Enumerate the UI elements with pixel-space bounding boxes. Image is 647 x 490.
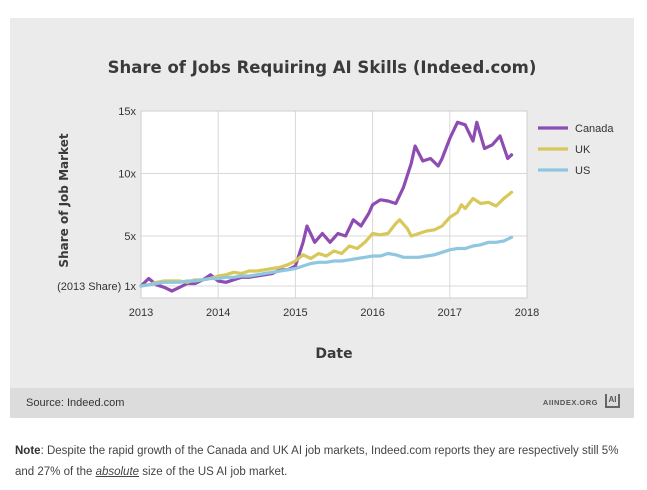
brand-logo-icon: AI — [605, 394, 620, 408]
brand-text[interactable]: AIINDEX.ORG — [542, 398, 598, 407]
chart-card: Share of Jobs Requiring AI Skills (Indee… — [10, 18, 634, 418]
x-tick-label: 2018 — [515, 307, 539, 319]
chart-title: Share of Jobs Requiring AI Skills (Indee… — [107, 58, 537, 77]
note-label: Note — [15, 445, 41, 457]
y-tick-label: 15x — [118, 106, 136, 118]
note-paragraph: Note: Despite the rapid growth of the Ca… — [15, 441, 635, 483]
source-text: Source: Indeed.com — [26, 397, 125, 409]
legend-label: UK — [575, 144, 591, 156]
line-chart: 2013 2014 2015 2016 2017 2018 (2013 Share) 1x 5… — [57, 106, 614, 362]
x-tick-label: 2017 — [438, 307, 462, 319]
y-tick-label: 10x — [118, 169, 136, 181]
plot-frame — [140, 110, 528, 299]
note-emphasis: absolute — [95, 466, 140, 478]
x-tick-label: 2013 — [129, 307, 153, 319]
legend-label: Canada — [575, 123, 614, 135]
y-axis-label: Share of Job Market — [57, 133, 71, 267]
series-line-us — [139, 235, 514, 288]
x-tick-label: 2014 — [206, 307, 230, 319]
series-line-canada — [139, 120, 514, 293]
y-tick-label: (2013 Share) 1x — [57, 281, 136, 293]
legend-label: US — [575, 165, 590, 177]
chart-footer: Source: Indeed.com AIINDEX.ORG AI — [10, 388, 634, 418]
note-text-2: size of the US AI job market. — [139, 466, 288, 478]
x-axis-label: Date — [315, 346, 352, 362]
y-tick-label: 5x — [124, 231, 136, 243]
x-tick-label: 2015 — [283, 307, 307, 319]
note-text-1: : Despite the rapid growth of the Canada… — [15, 445, 619, 478]
x-tick-label: 2016 — [360, 307, 384, 319]
